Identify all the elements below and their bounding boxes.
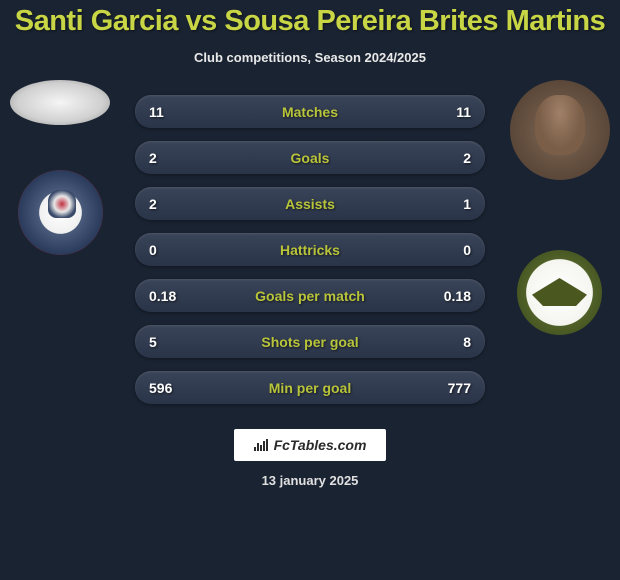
- club-right-logo: [517, 250, 602, 335]
- stat-row: 11 Matches 11: [135, 95, 485, 128]
- stat-row: 2 Goals 2: [135, 141, 485, 174]
- stat-label: Shots per goal: [261, 334, 358, 350]
- stat-label: Min per goal: [269, 380, 351, 396]
- stat-label: Goals per match: [255, 288, 365, 304]
- fctables-badge[interactable]: FcTables.com: [234, 429, 387, 461]
- stat-left-value: 5: [149, 334, 189, 350]
- page-title: Santi Garcia vs Sousa Pereira Brites Mar…: [0, 5, 620, 38]
- stat-right-value: 2: [431, 150, 471, 166]
- player-right-avatar: [510, 80, 610, 180]
- stat-label: Assists: [285, 196, 335, 212]
- stat-left-value: 2: [149, 150, 189, 166]
- stat-row: 0.18 Goals per match 0.18: [135, 279, 485, 312]
- stat-left-value: 11: [149, 104, 189, 120]
- stat-right-value: 1: [431, 196, 471, 212]
- footer-date: 13 january 2025: [262, 473, 359, 488]
- stat-left-value: 2: [149, 196, 189, 212]
- stat-row: 5 Shots per goal 8: [135, 325, 485, 358]
- stat-label: Matches: [282, 104, 338, 120]
- subtitle: Club competitions, Season 2024/2025: [0, 50, 620, 65]
- stat-label: Hattricks: [280, 242, 340, 258]
- stat-rows: 11 Matches 11 2 Goals 2 2 Assists 1 0 Ha…: [135, 95, 485, 404]
- stat-left-value: 596: [149, 380, 189, 396]
- stat-row: 2 Assists 1: [135, 187, 485, 220]
- stat-row: 0 Hattricks 0: [135, 233, 485, 266]
- stat-right-value: 11: [431, 104, 471, 120]
- stat-left-value: 0: [149, 242, 189, 258]
- player-left-avatar: [10, 80, 110, 125]
- footer: FcTables.com 13 january 2025: [0, 429, 620, 488]
- stat-right-value: 8: [431, 334, 471, 350]
- stat-right-value: 0.18: [431, 288, 471, 304]
- stats-area: 11 Matches 11 2 Goals 2 2 Assists 1 0 Ha…: [0, 95, 620, 404]
- stat-label: Goals: [291, 150, 330, 166]
- stat-row: 596 Min per goal 777: [135, 371, 485, 404]
- chart-icon: [254, 439, 268, 451]
- stat-right-value: 0: [431, 242, 471, 258]
- stat-right-value: 777: [431, 380, 471, 396]
- stat-left-value: 0.18: [149, 288, 189, 304]
- club-left-logo: [18, 170, 103, 255]
- brand-label: FcTables.com: [274, 437, 367, 453]
